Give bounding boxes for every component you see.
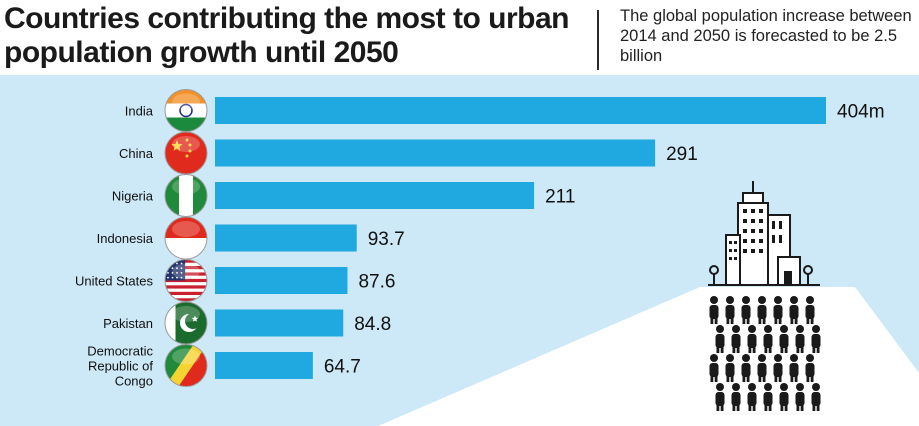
person-icon (811, 383, 821, 411)
china-flag-icon (164, 131, 208, 175)
person-icon (811, 325, 821, 353)
bar-chart: India 404m China 291 Nigeria 211 Indonesia 93.7… (75, 89, 919, 426)
header-divider (597, 10, 599, 70)
crowd-icon (709, 296, 821, 411)
chart-area: India 404m China 291 Nigeria 211 Indonesia 93.7… (0, 75, 919, 426)
category-label: Nigeria (112, 189, 154, 204)
pakistan-flag-icon (164, 301, 208, 345)
value-label: 211 (545, 187, 575, 208)
person-icon (709, 354, 719, 382)
category-label: United States (75, 274, 154, 289)
person-icon (747, 383, 757, 411)
category-label: India (125, 104, 154, 119)
person-icon (715, 325, 725, 353)
person-icon (757, 354, 767, 382)
chart-marks: India 404m China 291 Nigeria 211 Indonesia 93.7… (75, 89, 885, 389)
person-icon (709, 296, 719, 324)
value-label: 93.7 (368, 229, 405, 250)
bar-united-states (215, 267, 348, 294)
chart-subtitle: The global population increase between 2… (620, 7, 912, 65)
category-label: Pakistan (103, 316, 153, 331)
person-icon (731, 383, 741, 411)
person-icon (805, 354, 815, 382)
united-states-flag-icon (164, 259, 208, 302)
person-icon (757, 296, 767, 324)
person-icon (789, 296, 799, 324)
bar-india (215, 97, 826, 124)
person-icon (773, 354, 783, 382)
person-icon (747, 325, 757, 353)
indonesia-flag-icon (164, 216, 208, 260)
bar-indonesia (215, 224, 357, 252)
value-label: 291 (666, 144, 698, 165)
category-label: Indonesia (97, 231, 154, 246)
bar-pakistan (215, 309, 344, 337)
person-icon (795, 325, 805, 353)
person-icon (715, 383, 725, 411)
person-icon (789, 354, 799, 382)
person-icon (731, 325, 741, 353)
person-icon (725, 296, 735, 324)
category-label: China (119, 146, 154, 161)
header: Countries contributing the most to urban… (0, 0, 919, 75)
value-label: 87.6 (358, 272, 395, 293)
nigeria-flag-icon (164, 174, 208, 217)
bar-china (215, 139, 656, 167)
india-flag-icon (164, 89, 208, 132)
chart-title: Countries contributing the most to urban… (4, 2, 569, 69)
value-label: 404m (837, 102, 885, 123)
person-icon (773, 296, 783, 324)
value-label: 84.8 (354, 314, 391, 335)
person-icon (725, 354, 735, 382)
value-label: 64.7 (324, 357, 361, 378)
bar-nigeria (215, 182, 535, 209)
person-icon (741, 296, 751, 324)
person-icon (805, 296, 815, 324)
person-icon (779, 325, 789, 353)
city-skyline-crowd-icon (708, 181, 821, 411)
person-icon (795, 383, 805, 411)
person-icon (741, 354, 751, 382)
person-icon (779, 383, 789, 411)
person-icon (763, 325, 773, 353)
congo-flag-icon (164, 344, 208, 387)
spotlight-beam (378, 287, 919, 426)
category-label: Democratic Republic of Congo (87, 344, 153, 389)
bar-congo (215, 352, 313, 379)
person-icon (763, 383, 773, 411)
